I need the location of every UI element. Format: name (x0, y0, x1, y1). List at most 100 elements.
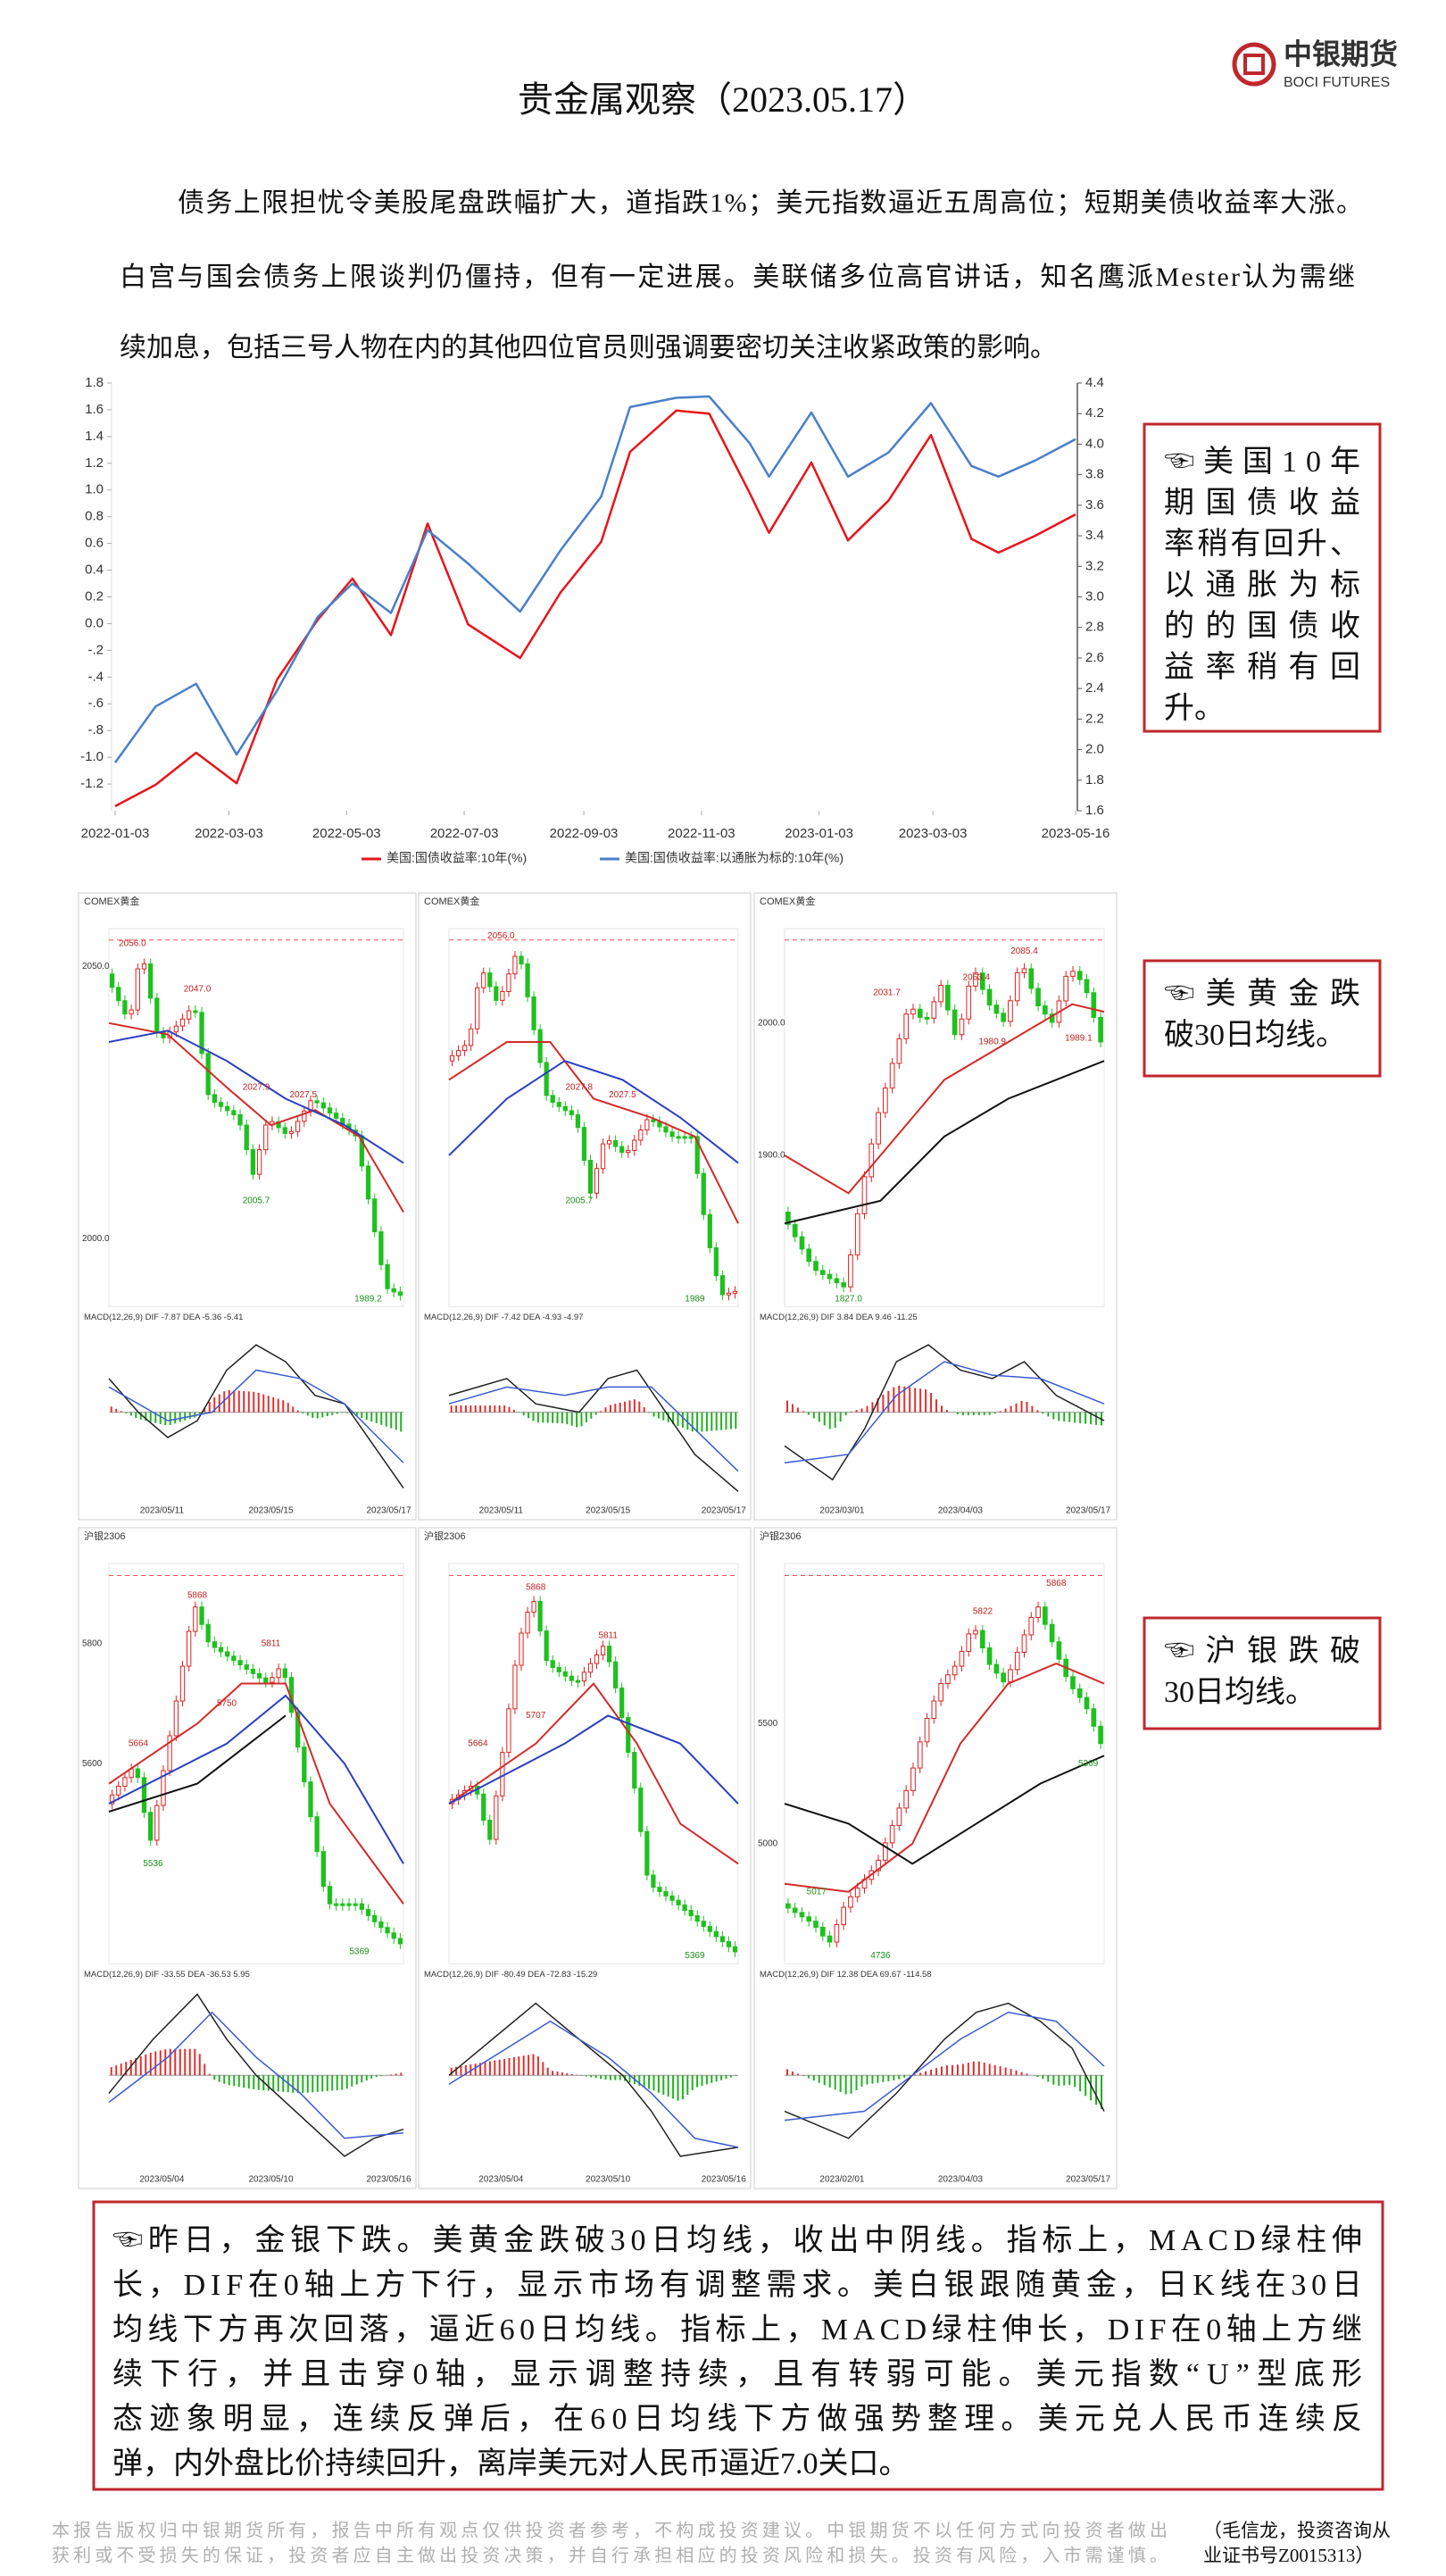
date-label: 2023/04/03 (938, 1506, 983, 1516)
candle-body (1008, 1000, 1013, 1022)
candle-body (263, 1124, 269, 1151)
candle-body (397, 1291, 403, 1296)
candle-body (1091, 1708, 1097, 1727)
candle-body (676, 1899, 681, 1905)
candle-body (288, 1130, 295, 1134)
callout-line: 期国债收益 (1164, 486, 1360, 520)
candle-body (193, 1606, 198, 1632)
candle-body (594, 1654, 600, 1664)
legend-label: 美国:国债收益率:10年(%) (386, 851, 527, 865)
macd-header: MACD(12,26,9) DIF 3.84 DEA 9.46 -11.25 (760, 1313, 918, 1322)
candle-body (726, 1941, 732, 1947)
candle-body (147, 963, 154, 999)
price-label: 1827.0 (835, 1294, 862, 1304)
candle-body (1008, 1669, 1013, 1683)
candle-body (819, 1926, 826, 1937)
candle-body (391, 1932, 396, 1939)
candle-body (606, 1646, 612, 1663)
candle-body (819, 1270, 826, 1275)
candle-body (644, 1830, 650, 1876)
candle-body (682, 1904, 687, 1911)
price-label: 5707 (526, 1711, 546, 1721)
candle-body (889, 1824, 895, 1844)
candle-body (581, 1127, 587, 1162)
callout-line: ☜美国10年 (1164, 445, 1360, 479)
candle-body (544, 1062, 549, 1096)
candle-body (353, 1903, 358, 1906)
candle-body (581, 1671, 587, 1682)
moving-average (108, 1682, 404, 1905)
panel: 沪银2306 5868 5811 5707 5664 5369 MACD(12,26,9) … (418, 1527, 752, 2189)
date-label: 2023/05/17 (1066, 2175, 1110, 2185)
candle-body (550, 1095, 555, 1104)
date-label: 2023/05/17 (1066, 1506, 1110, 1516)
candle-body (1021, 1634, 1027, 1653)
candle-body (669, 1895, 675, 1901)
trading-panels: COMEX黄金 2056.0 2047.0 2027.9 2027.5 2005.7 198… (78, 892, 1118, 2189)
candle-body (218, 1646, 224, 1653)
date-label: 2023/02/01 (819, 2175, 864, 2185)
panel-title: COMEX黄金 (424, 895, 479, 907)
date-label: 2023/05/04 (478, 2175, 523, 2185)
candle-body (481, 972, 486, 988)
candle-body (868, 1143, 875, 1178)
candle-body (569, 1110, 574, 1115)
candle-body (385, 1263, 390, 1289)
candle-body (827, 1935, 833, 1943)
y2-tick-label: 1.8 (1085, 772, 1104, 788)
y-tick-label: 1.0 (85, 482, 104, 497)
panel-frame (753, 892, 1118, 1521)
candle-body (575, 1113, 581, 1129)
candle-body (455, 1050, 461, 1056)
candle-body (903, 1789, 910, 1809)
macd-dea (448, 2020, 739, 2148)
candle-body (512, 1664, 518, 1710)
x-tick-label: 2022-09-03 (550, 826, 619, 841)
y2-tick-label: 2.2 (1085, 711, 1104, 726)
y2-tick-label: 4.4 (1085, 375, 1104, 390)
moving-average (448, 1060, 739, 1164)
price-label: 2056.0 (487, 931, 515, 941)
candle-body (896, 1807, 902, 1826)
candle-body (841, 1906, 846, 1926)
x-tick-label: 2022-05-03 (312, 826, 381, 841)
candle-body (986, 988, 993, 1006)
y2-tick-label: 1.6 (1085, 803, 1104, 818)
date-label: 2023/05/15 (248, 1506, 293, 1516)
price-label: 2085.4 (1010, 946, 1038, 956)
candle-body (1070, 1676, 1076, 1689)
date-label: 2023/05/10 (586, 2175, 630, 2185)
logo-en: BOCI FUTURES (1284, 75, 1390, 90)
moving-average (108, 1714, 287, 1813)
panel-frame (78, 1527, 417, 2189)
callout-box (1143, 1616, 1382, 1730)
price-label: 2027.8 (566, 1082, 594, 1092)
price-label: 5750 (217, 1699, 237, 1709)
candle-body (193, 1010, 198, 1013)
candle-body (487, 972, 493, 988)
candle-body (270, 1677, 275, 1683)
candle-body (600, 1143, 606, 1170)
candle-body (205, 1053, 211, 1096)
candle-body (537, 1601, 543, 1632)
y-tick-label: 1.2 (85, 455, 104, 471)
candle-body (391, 1288, 396, 1293)
price-label: 5369 (349, 1947, 370, 1957)
price-tick-label: 2000.0 (758, 1018, 785, 1028)
price-label: 1989.1 (1065, 1033, 1093, 1043)
candle-body (688, 1909, 694, 1917)
candle-body (302, 1110, 307, 1122)
panel-title: COMEX黄金 (760, 895, 815, 907)
candle-body (359, 1903, 365, 1910)
price-label: 1989 (685, 1294, 705, 1304)
candle-body (931, 1700, 937, 1720)
intro-line: 白宫与国会债务上限谈判仍僵持，但有一定进展。美联储多位高官讲话，知名鹰派Mest… (120, 263, 1355, 292)
candle-body (938, 1683, 943, 1702)
candle-body (834, 1278, 840, 1284)
candle-body (334, 1903, 339, 1906)
candle-body (638, 1787, 644, 1832)
candle-body (848, 1254, 853, 1288)
logo-cn: 中银期货 (1284, 38, 1398, 70)
intro-line: 续加息，包括三号人物在内的其他四位官员则强调要密切关注收紧政策的影响。 (120, 333, 1057, 363)
candle-body (966, 985, 972, 1020)
